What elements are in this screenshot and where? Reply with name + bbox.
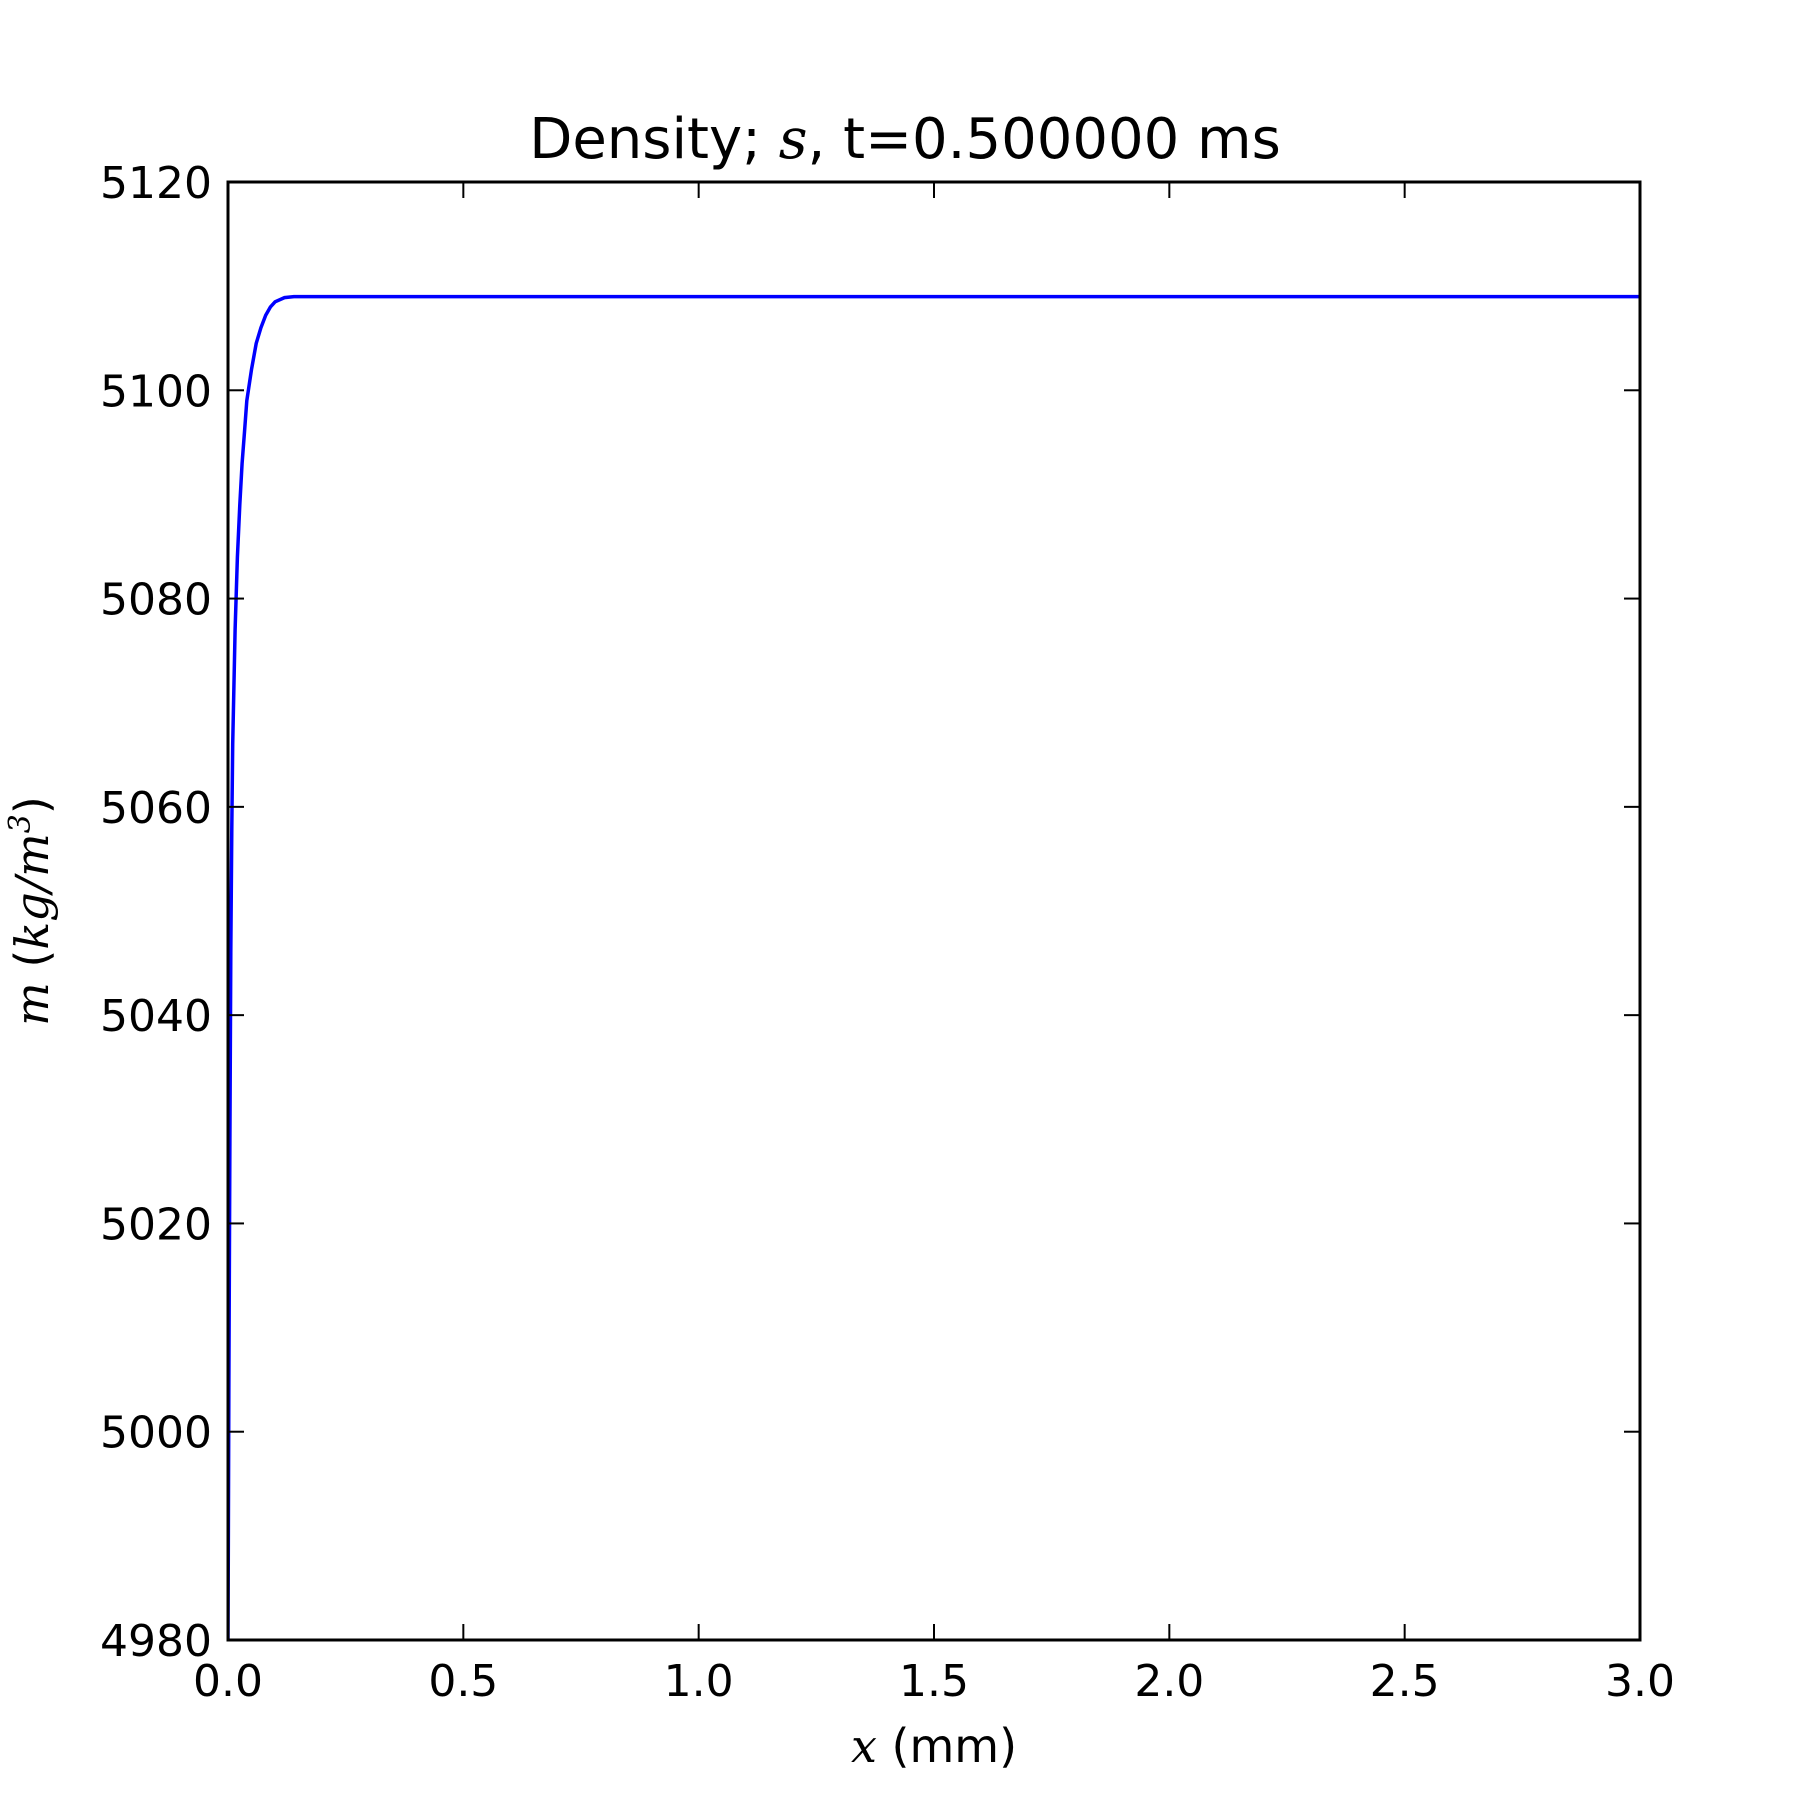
axis-ticks — [227, 181, 1641, 1641]
chart-title: Density; s, t=0.500000 ms — [529, 107, 1281, 172]
series-line-density — [228, 294, 1640, 1640]
title-prefix: Density; — [529, 107, 779, 172]
tick-labels: 0.0 0.5 1.0 1.5 2.0 2.5 3.0 4980 5000 5020 5040 506… — [100, 158, 1675, 1707]
x-tick-label-5: 2.5 — [1370, 1656, 1440, 1707]
title-suffix: , t=0.500000 ms — [808, 107, 1281, 172]
y-tick-label-4: 5060 — [100, 783, 212, 834]
y-tick-label-6: 5100 — [100, 366, 212, 417]
y-tick-label-2: 5020 — [100, 1199, 212, 1250]
x-axis-label-math: x — [851, 1719, 877, 1773]
y-axis-label-open: ( — [5, 950, 59, 983]
x-tick-label-6: 3.0 — [1605, 1656, 1675, 1707]
y-tick-label-3: 5040 — [100, 991, 212, 1042]
plot-frame — [226, 180, 1642, 1642]
y-axis-label-sup: 3 — [3, 814, 38, 833]
y-axis-label-close: ) — [5, 796, 59, 814]
x-axis-label-text: (mm) — [877, 1719, 1017, 1773]
title-math: s — [779, 107, 808, 172]
x-tick-label-1: 0.5 — [428, 1656, 498, 1707]
x-tick-label-3: 1.5 — [899, 1656, 969, 1707]
x-tick-label-4: 2.0 — [1134, 1656, 1204, 1707]
x-tick-label-0: 0.0 — [193, 1656, 263, 1707]
y-tick-label-1: 5000 — [100, 1408, 212, 1459]
x-axis-label: x (mm) — [851, 1719, 1017, 1773]
series-group — [228, 294, 1640, 1640]
y-tick-label-7: 5120 — [100, 158, 212, 209]
y-tick-label-5: 5080 — [100, 575, 212, 626]
y-axis-label-unit: kg/m — [5, 833, 59, 949]
y-tick-label-0: 4980 — [100, 1616, 212, 1667]
y-axis-label: m (kg/m3) — [3, 796, 59, 1026]
y-axis-label-var: m — [5, 982, 59, 1026]
x-tick-label-2: 1.0 — [664, 1656, 734, 1707]
